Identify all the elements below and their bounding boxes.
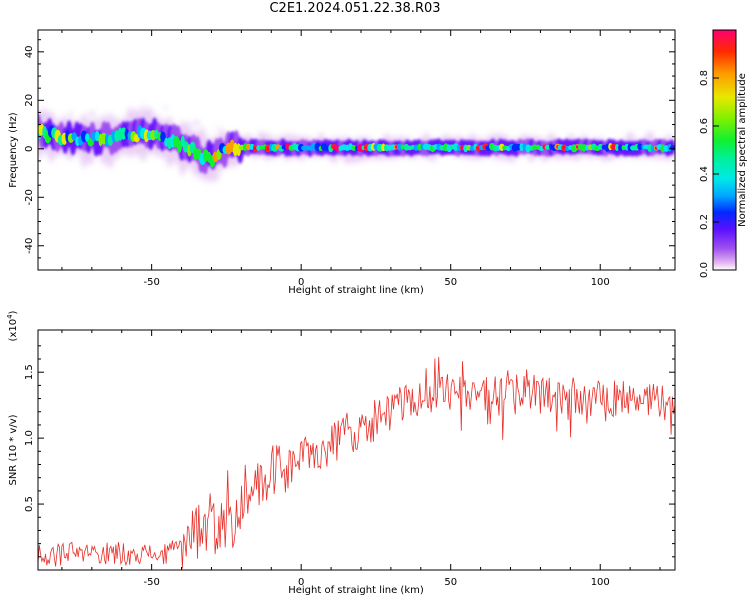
colorbar-gradient <box>712 29 737 271</box>
spectrogram-cell <box>256 145 261 151</box>
spectrogram-speck <box>196 128 203 134</box>
spectrogram-cell <box>154 129 159 139</box>
spectrogram-cell <box>621 144 626 151</box>
spectrogram-cell <box>71 132 77 141</box>
spectrogram-peak <box>612 145 616 149</box>
snr-line <box>38 356 675 569</box>
snr-scale-exp: 4 <box>6 314 14 319</box>
spectrogram-cell <box>94 130 100 142</box>
snr-ytick-label: 1.5 <box>24 364 35 380</box>
spectrogram-peak <box>253 146 257 151</box>
snr-xtick-label: -50 <box>143 577 159 588</box>
spectrogram-speck <box>184 123 192 127</box>
spectrogram-peak <box>460 145 464 150</box>
spectrogram-speck <box>139 111 146 114</box>
spectrogram-xtick-label: -50 <box>143 277 159 288</box>
spectrogram-xlabel: Height of straight line (km) <box>288 285 424 296</box>
spectrogram-xtick-label: 100 <box>591 277 610 288</box>
spectrogram-ytick-label: -20 <box>24 189 35 205</box>
snr-scale-label: (x104) <box>6 310 19 341</box>
spectrogram-ytick-label: 20 <box>24 94 35 107</box>
spectrogram-speck <box>68 112 73 116</box>
spectrogram-speck <box>214 169 221 174</box>
colorbar-label: Normalized spectral amplitude <box>737 73 748 227</box>
colorbar: 0.0 0.2 0.4 0.6 0.8 Normalized spectral ampl… <box>699 29 748 278</box>
snr-xtick-label: 100 <box>591 577 610 588</box>
spectrogram-speck <box>143 103 147 106</box>
spectrogram-peak <box>332 145 336 149</box>
snr-frame <box>37 329 676 571</box>
spectrogram-cell <box>614 143 620 152</box>
spectrogram-speck <box>88 111 96 116</box>
snr-xtick-label: 50 <box>444 577 457 588</box>
figure-title: C2E1.2024.051.22.38.R03 <box>269 1 441 16</box>
spectrogram-ytick-label: -40 <box>24 238 35 254</box>
spectrogram-frame <box>37 29 676 271</box>
spectrogram-xtick-label: 0 <box>298 277 304 288</box>
spectrogram-speck <box>215 126 221 130</box>
snr-xlabel: Height of straight line (km) <box>288 585 424 596</box>
spectrogram-cell <box>617 144 623 151</box>
spectrogram-cell <box>232 142 238 157</box>
snr-panel: -50 0 50 100 0.5 1.0 1.5 Height of straight li… <box>6 310 676 596</box>
spectrogram-cell <box>667 143 672 152</box>
spectrogram-cell <box>456 144 462 152</box>
spectrogram-speck <box>143 115 148 118</box>
spectrogram-ytick-label: 40 <box>24 45 35 58</box>
snr-xtick-label: 0 <box>298 577 304 588</box>
snr-ytick-label: 1.0 <box>24 430 35 446</box>
spectrogram-peak <box>562 146 566 150</box>
spectrogram-cell <box>243 143 248 151</box>
spectrogram-core <box>38 123 675 168</box>
spectrogram-xtick-label: 50 <box>444 277 457 288</box>
snr-ytick-label: 0.5 <box>24 496 35 512</box>
spectrogram-cell <box>417 143 422 151</box>
spectrogram-cell <box>351 144 357 151</box>
spectrogram-peak <box>358 146 362 150</box>
spectrogram-ylabel: Frequency (Hz) <box>8 112 19 188</box>
colorbar-tick-label: 0.6 <box>699 118 710 134</box>
snr-scale-close: ) <box>8 310 19 314</box>
spectrogram-speck <box>65 154 73 158</box>
colorbar-tick-label: 0.4 <box>699 166 710 182</box>
snr-scale-base: (x10 <box>8 319 19 342</box>
colorbar-tick-label: 0.2 <box>699 214 710 230</box>
spectrogram-cell <box>160 131 166 143</box>
spectrogram-cell <box>637 143 643 150</box>
spectrogram-peak <box>335 146 339 150</box>
colorbar-tick-label: 0.0 <box>699 262 710 278</box>
spectrogram-speck <box>194 120 200 126</box>
colorbar-tick-label: 0.8 <box>699 70 710 86</box>
snr-ylabel: SNR (10 * v/v) <box>8 414 19 485</box>
spectrogram-cell <box>519 143 524 152</box>
spectrogram-cell <box>604 143 610 152</box>
spectrogram-ytick-label: 0 <box>24 146 35 152</box>
spectrogram-cell <box>177 140 182 153</box>
spectrogram-speck <box>173 156 179 161</box>
spectrogram-cell <box>492 144 499 152</box>
spectrogram-panel: -50 0 50 100 -40 -20 0 20 40 Height of straight … <box>8 29 676 296</box>
spectrogram-band <box>38 113 675 175</box>
spectrogram-speck <box>164 105 168 111</box>
